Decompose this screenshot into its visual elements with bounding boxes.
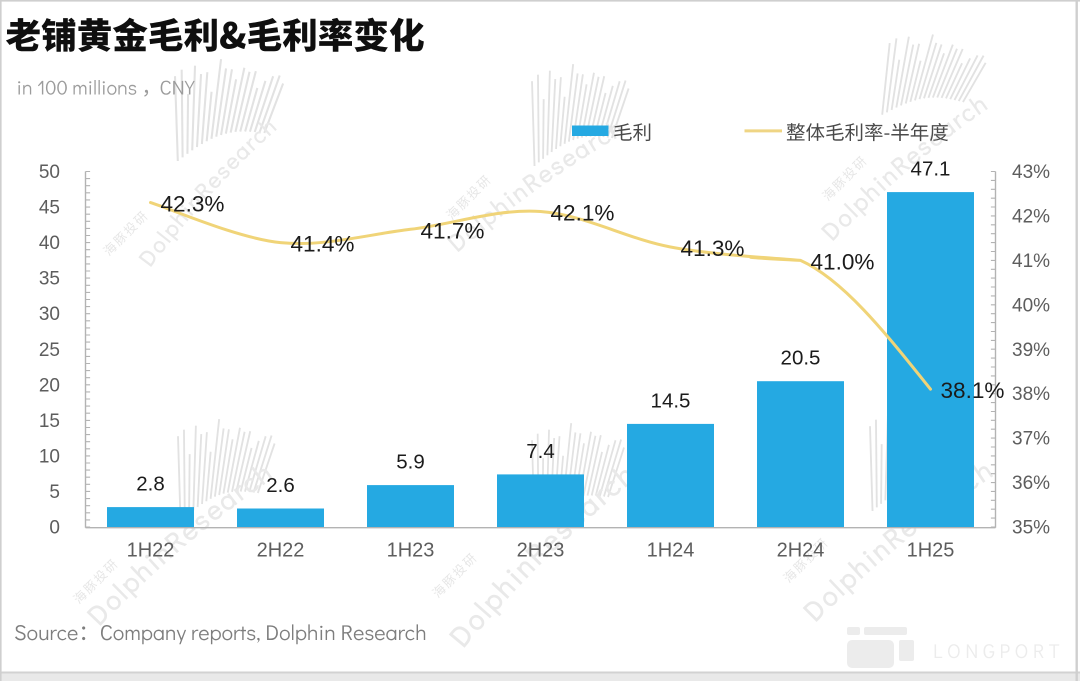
svg-text:2.8: 2.8 bbox=[136, 473, 165, 496]
svg-text:2H23: 2H23 bbox=[517, 540, 565, 562]
svg-text:37%: 37% bbox=[1012, 429, 1050, 450]
svg-text:41.4%: 41.4% bbox=[290, 232, 354, 257]
svg-text:20.5: 20.5 bbox=[781, 347, 821, 370]
svg-text:39%: 39% bbox=[1012, 340, 1050, 361]
svg-text:40: 40 bbox=[39, 233, 60, 254]
svg-text:41.3%: 41.3% bbox=[680, 236, 744, 261]
svg-text:2.6: 2.6 bbox=[266, 474, 295, 497]
svg-text:1H24: 1H24 bbox=[647, 540, 695, 562]
svg-text:38%: 38% bbox=[1012, 384, 1050, 405]
svg-text:35%: 35% bbox=[1012, 518, 1050, 539]
svg-text:7.4: 7.4 bbox=[526, 440, 555, 463]
svg-text:43%: 43% bbox=[1012, 162, 1050, 183]
svg-text:50: 50 bbox=[39, 162, 60, 183]
svg-text:42%: 42% bbox=[1012, 206, 1050, 227]
svg-text:47.1: 47.1 bbox=[911, 158, 951, 181]
svg-text:0: 0 bbox=[49, 518, 60, 539]
svg-text:35: 35 bbox=[39, 269, 60, 290]
svg-text:2H22: 2H22 bbox=[257, 540, 305, 562]
svg-text:36%: 36% bbox=[1012, 473, 1050, 494]
svg-text:40%: 40% bbox=[1012, 295, 1050, 316]
svg-text:45: 45 bbox=[39, 198, 60, 219]
svg-text:14.5: 14.5 bbox=[651, 389, 691, 412]
svg-text:30: 30 bbox=[39, 304, 60, 325]
svg-text:5: 5 bbox=[49, 482, 60, 503]
svg-text:25: 25 bbox=[39, 340, 60, 361]
svg-text:42.3%: 42.3% bbox=[160, 192, 224, 217]
svg-text:38.1%: 38.1% bbox=[940, 378, 1004, 403]
svg-text:5.9: 5.9 bbox=[396, 451, 425, 474]
svg-text:42.1%: 42.1% bbox=[550, 201, 614, 226]
svg-text:1H25: 1H25 bbox=[907, 540, 955, 562]
svg-text:2H24: 2H24 bbox=[777, 540, 825, 562]
svg-text:20: 20 bbox=[39, 375, 60, 396]
svg-text:41.0%: 41.0% bbox=[810, 249, 874, 274]
svg-text:41%: 41% bbox=[1012, 251, 1050, 272]
svg-text:15: 15 bbox=[39, 411, 60, 432]
svg-text:1H23: 1H23 bbox=[387, 540, 435, 562]
svg-text:10: 10 bbox=[39, 446, 60, 467]
svg-text:1H22: 1H22 bbox=[127, 540, 175, 562]
svg-text:41.7%: 41.7% bbox=[420, 218, 484, 243]
